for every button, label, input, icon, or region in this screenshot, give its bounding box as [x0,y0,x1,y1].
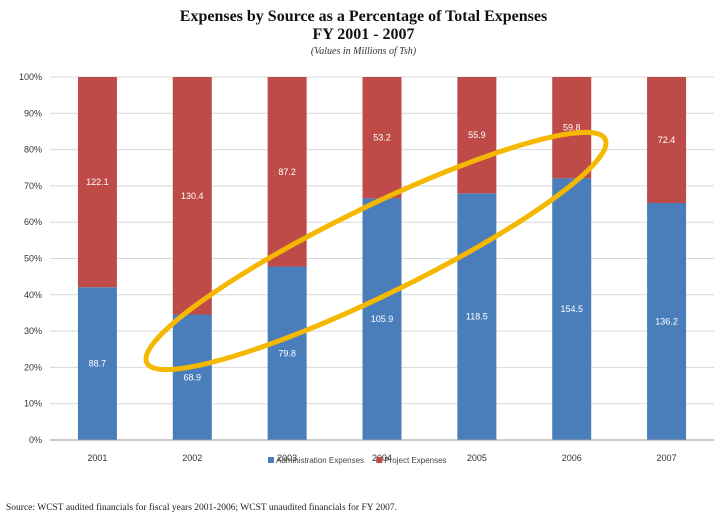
x-tick-label: 2003 [277,453,297,463]
bar-project-2003 [267,77,307,267]
bar-administration-2001 [77,287,117,440]
bar-project-2002 [172,77,212,315]
data-label-project: 72.4 [658,135,676,145]
bar-administration-2002 [172,314,212,440]
bar-administration-2005 [457,193,497,440]
x-tick-label: 2001 [87,453,107,463]
source-note: Source: WCST audited financials for fisc… [6,503,398,513]
chart-note: (Values in Millions of Tsh) [310,46,417,57]
chart-title: Expenses by Source as a Percentage of To… [179,8,548,25]
data-label-administration: 79.8 [278,348,296,358]
data-label-project: 122.1 [86,177,109,187]
y-tick-label: 90% [24,108,42,118]
bar-administration-2004 [362,198,402,440]
y-tick-label: 30% [24,326,42,336]
x-tick-label: 2007 [657,453,677,463]
bar-project-2007 [647,77,687,203]
data-label-administration: 88.7 [89,359,107,369]
y-tick-label: 100% [19,72,42,82]
data-label-project: 130.4 [181,191,204,201]
y-tick-label: 20% [24,362,42,372]
data-label-project: 55.9 [468,130,486,140]
data-label-administration: 68.9 [184,372,202,382]
y-tick-label: 40% [24,290,42,300]
y-tick-label: 80% [24,145,42,155]
bar-project-2005 [457,77,497,194]
chart-subtitle: FY 2001 - 2007 [312,26,415,43]
y-tick-label: 10% [24,399,42,409]
highlight-ellipse [143,129,609,373]
y-tick-label: 60% [24,217,42,227]
highlight-annotation [143,129,609,373]
legend-swatch [376,457,383,463]
legend: Administration Expenses Project Expenses [268,456,447,465]
x-tick-label: 2002 [182,453,202,463]
bar-administration-2007 [647,202,687,440]
legend-label: Administration Expenses [276,456,364,465]
bar-project-2001 [77,77,117,288]
data-label-administration: 136.2 [655,316,678,326]
data-label-project: 53.2 [373,133,391,143]
bar-project-2006 [552,77,592,179]
bar-administration-2006 [552,178,592,441]
data-label-project: 87.2 [278,167,296,177]
bar-project-2004 [362,77,402,199]
data-label-project: 59.8 [563,123,581,133]
legend-label: Project Expenses [384,456,446,465]
bars: 88.7 122.1 68.9 130.4 79.8 87.2 105.9 53.2 118.5… [77,77,687,441]
y-tick-label: 50% [24,254,42,264]
x-tick-label: 2005 [467,453,487,463]
data-label-administration: 118.5 [466,312,488,322]
data-label-administration: 105.9 [371,314,394,324]
bar-administration-2003 [267,266,307,440]
y-axis: 0% 10% 20% 30% 40% 50% 60% 70% 80% 90% 100% [19,72,42,445]
x-tick-label: 2006 [562,453,582,463]
y-tick-label: 0% [29,435,42,445]
data-label-administration: 154.5 [560,304,583,314]
y-tick-label: 70% [24,181,42,191]
legend-swatch [268,457,274,463]
stacked-bar-chart: 0% 10% 20% 30% 40% 50% 60% 70% 80% 90% 100% 88.7 12… [19,72,714,465]
